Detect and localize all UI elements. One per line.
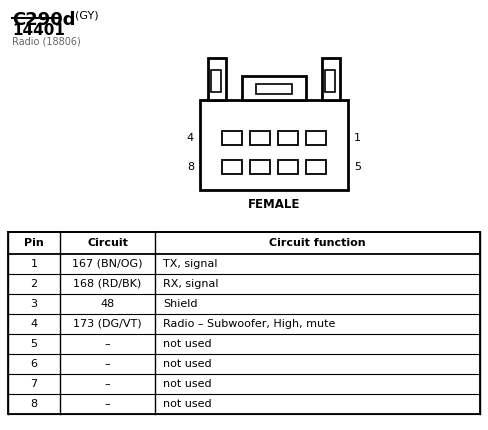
Text: FEMALE: FEMALE [248, 198, 300, 211]
Text: 3: 3 [30, 299, 38, 309]
Text: Radio – Subwoofer, High, mute: Radio – Subwoofer, High, mute [163, 319, 335, 329]
Bar [208, 58, 226, 100]
Bar [278, 160, 298, 174]
Bar [222, 160, 242, 174]
Text: 4: 4 [30, 319, 38, 329]
Text: 8: 8 [187, 162, 194, 172]
Text: 8: 8 [30, 399, 38, 409]
Text: Radio (18806): Radio (18806) [12, 37, 81, 47]
Bar [242, 76, 306, 100]
Text: not used: not used [163, 359, 212, 369]
Text: 48: 48 [101, 299, 115, 309]
Bar [8, 232, 480, 414]
Text: 1: 1 [30, 259, 38, 269]
Text: 5: 5 [354, 162, 361, 172]
Text: 2: 2 [30, 279, 38, 289]
Text: RX, signal: RX, signal [163, 279, 219, 289]
Bar [306, 131, 326, 145]
Bar [306, 160, 326, 174]
Text: Circuit function: Circuit function [269, 238, 366, 248]
Bar [200, 100, 348, 190]
Text: –: – [105, 379, 110, 389]
Text: 4: 4 [187, 133, 194, 143]
Bar [222, 131, 242, 145]
Text: –: – [105, 399, 110, 409]
Bar [211, 70, 221, 92]
Text: C290d: C290d [12, 11, 76, 29]
Text: Circuit: Circuit [87, 238, 128, 248]
Text: –: – [105, 339, 110, 349]
Bar [256, 84, 292, 94]
Text: 14401: 14401 [12, 23, 65, 38]
Text: Shield: Shield [163, 299, 198, 309]
Bar [278, 131, 298, 145]
Text: 1: 1 [354, 133, 361, 143]
Text: 5: 5 [30, 339, 38, 349]
Text: not used: not used [163, 399, 212, 409]
Text: not used: not used [163, 339, 212, 349]
Text: (GY): (GY) [75, 11, 99, 21]
Text: 7: 7 [30, 379, 38, 389]
Text: 167 (BN/OG): 167 (BN/OG) [72, 259, 143, 269]
Text: not used: not used [163, 379, 212, 389]
Text: 6: 6 [30, 359, 38, 369]
Text: Pin: Pin [24, 238, 44, 248]
Text: –: – [105, 359, 110, 369]
Bar [250, 131, 270, 145]
Text: 168 (RD/BK): 168 (RD/BK) [73, 279, 142, 289]
Bar [250, 160, 270, 174]
Bar [325, 70, 335, 92]
Text: 173 (DG/VT): 173 (DG/VT) [73, 319, 142, 329]
Bar [322, 58, 340, 100]
Text: TX, signal: TX, signal [163, 259, 218, 269]
